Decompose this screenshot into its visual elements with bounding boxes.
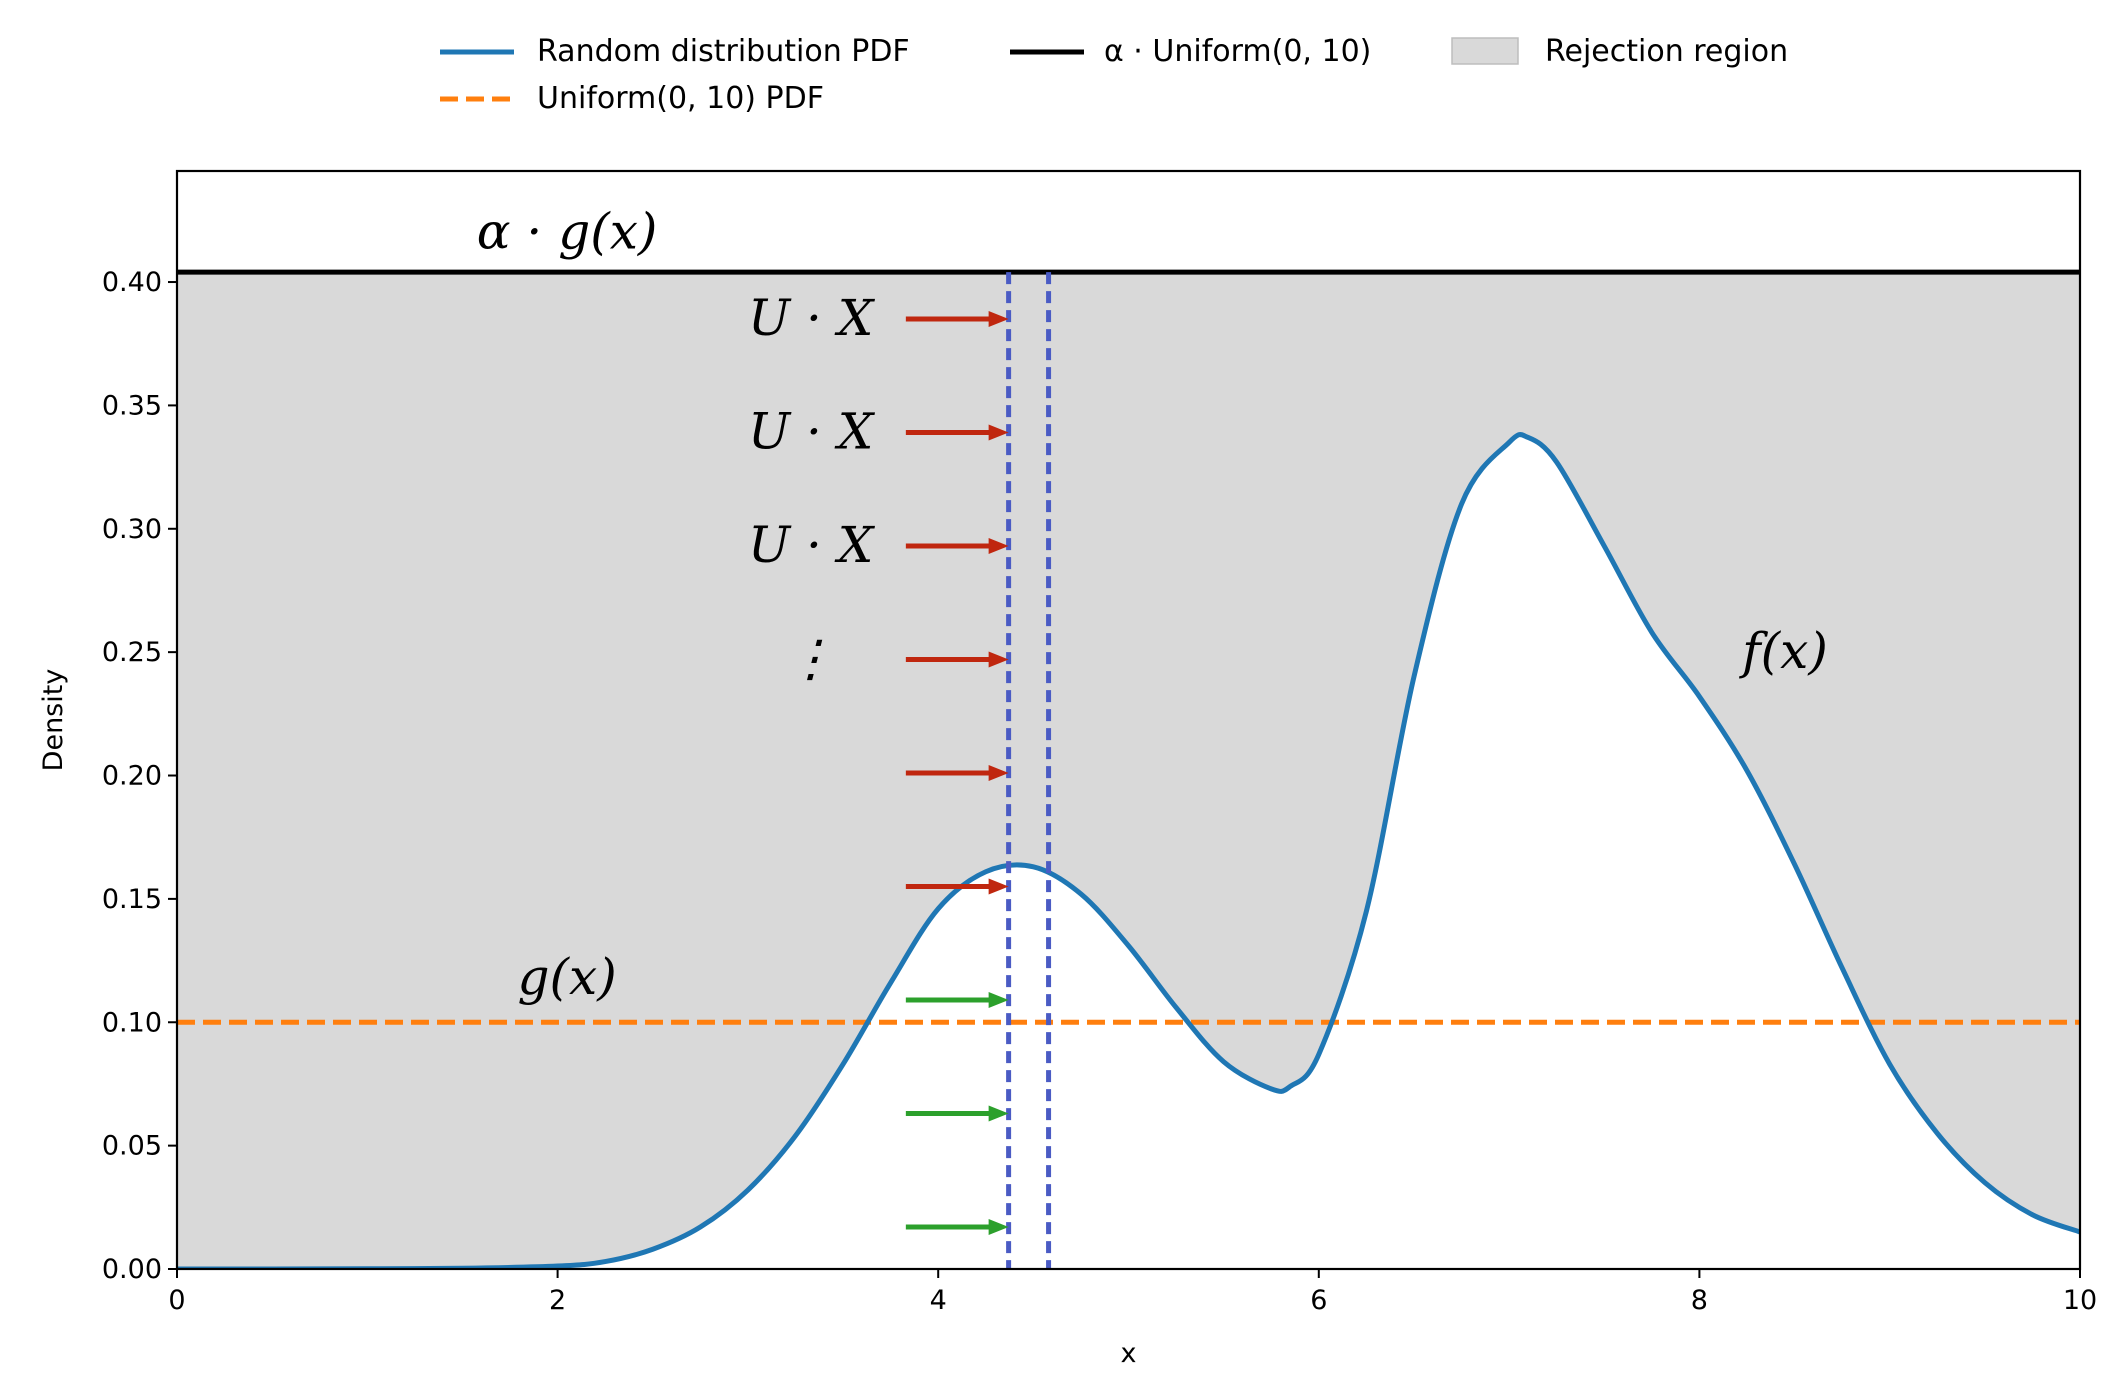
x-tick-label-4: 8 bbox=[1691, 1285, 1708, 1316]
accepted-arrow-0-head bbox=[988, 992, 1009, 1009]
rejected-arrow-2 bbox=[905, 538, 1009, 555]
y-axis-label: Density bbox=[38, 669, 69, 772]
y-tick-label-5: 0.25 bbox=[102, 637, 162, 668]
annotation-layer: α · g(x) U · X U · X U · X ⋮ g(x) f(x) bbox=[477, 203, 1828, 1006]
plot-frame bbox=[175, 169, 2082, 1271]
axis-layer: 0 2 4 6 8 10 0.00 0.05 0.10 0.15 0.20 0.25 0.30 0.35 0… bbox=[38, 267, 2097, 1369]
accepted-arrow-2 bbox=[905, 1219, 1009, 1236]
annotation-6: f(x) bbox=[1738, 622, 1828, 680]
rejected-arrow-4 bbox=[905, 765, 1009, 782]
x-axis-label: x bbox=[1121, 1338, 1137, 1369]
x-tick-label-1: 2 bbox=[549, 1285, 566, 1316]
x-tick-label-0: 0 bbox=[168, 1285, 185, 1316]
rejected-arrow-3-head bbox=[988, 651, 1009, 668]
y-tick-label-0: 0.00 bbox=[102, 1254, 162, 1285]
random-pdf-curve bbox=[177, 432, 2080, 1269]
annotation-5: g(x) bbox=[518, 948, 617, 1006]
rejected-arrow-1-head bbox=[988, 424, 1009, 441]
rejected-arrow-1 bbox=[905, 424, 1009, 441]
legend-label-alpha-uniform: α · Uniform(0, 10) bbox=[1104, 34, 1371, 69]
legend-label-random-pdf: Random distribution PDF bbox=[537, 34, 910, 69]
annotation-3: U · X bbox=[748, 516, 876, 574]
x-tick-label-5: 10 bbox=[2063, 1285, 2097, 1316]
y-tick-label-3: 0.15 bbox=[102, 884, 162, 915]
annotation-2: U · X bbox=[748, 403, 876, 461]
accepted-arrow-1 bbox=[905, 1105, 1009, 1122]
annotation-0: α · g(x) bbox=[477, 203, 658, 261]
rejected-arrow-0 bbox=[905, 311, 1009, 328]
legend-swatch-rejection-region bbox=[1451, 37, 1519, 65]
x-tick-label-3: 6 bbox=[1310, 1285, 1327, 1316]
rejected-arrow-3 bbox=[905, 651, 1009, 668]
rejected-arrow-0-head bbox=[988, 311, 1009, 328]
legend-label-uniform-pdf: Uniform(0, 10) PDF bbox=[537, 81, 824, 116]
annotation-4: ⋮ bbox=[786, 630, 836, 688]
accepted-arrow-2-head bbox=[988, 1219, 1009, 1236]
y-tick-label-6: 0.30 bbox=[102, 514, 162, 545]
y-tick-label-1: 0.05 bbox=[102, 1131, 162, 1162]
y-tick-label-7: 0.35 bbox=[102, 390, 162, 421]
rejected-arrow-2-head bbox=[988, 538, 1009, 555]
y-tick-label-4: 0.20 bbox=[102, 761, 162, 792]
y-tick-label-8: 0.40 bbox=[102, 267, 162, 298]
legend: Random distribution PDF Uniform(0, 10) P… bbox=[440, 34, 1788, 116]
accepted-arrow-1-head bbox=[988, 1105, 1009, 1122]
accepted-arrow-0 bbox=[905, 992, 1009, 1009]
rejected-arrow-5 bbox=[905, 878, 1009, 895]
legend-label-rejection-region: Rejection region bbox=[1545, 34, 1788, 69]
rejected-arrow-5-head bbox=[988, 878, 1009, 895]
annotation-1: U · X bbox=[748, 289, 876, 347]
x-tick-label-2: 4 bbox=[930, 1285, 947, 1316]
y-tick-label-2: 0.10 bbox=[102, 1007, 162, 1038]
rejected-arrow-4-head bbox=[988, 765, 1009, 782]
plot-layer bbox=[177, 269, 2080, 1269]
